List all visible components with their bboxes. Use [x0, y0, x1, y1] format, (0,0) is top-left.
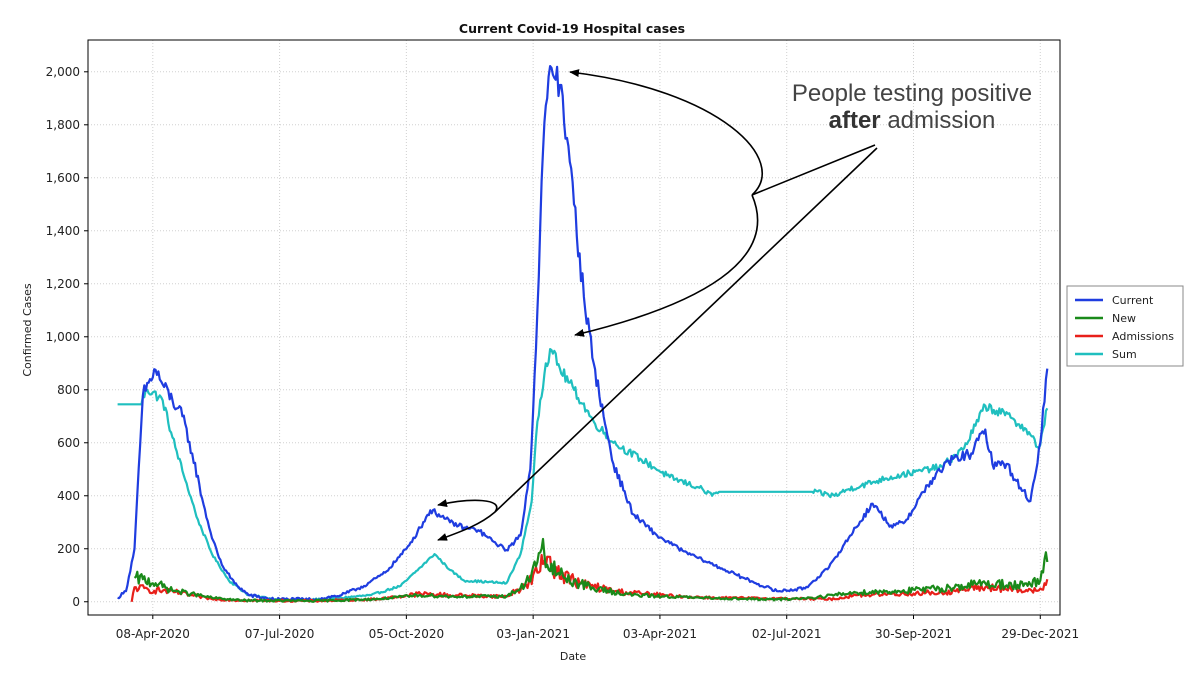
series-lines [117, 65, 1049, 603]
arrow-to-current-peak [569, 69, 763, 196]
y-tick-label: 0 [72, 595, 80, 609]
arrow-from-label-lower [494, 147, 878, 513]
annotation-line-1: People testing positive [792, 80, 1032, 107]
legend-label-current: Current [1112, 294, 1154, 307]
arrow-to-sum-peak [574, 194, 759, 337]
y-tick-label: 800 [57, 383, 80, 397]
x-tick-label: 02-Jul-2021 [752, 627, 822, 641]
series-line-current [117, 65, 1049, 602]
y-tick-label: 600 [57, 436, 80, 450]
annotation: People testing positive after admission [437, 69, 1032, 541]
y-axis-title: Confirmed Cases [21, 283, 34, 377]
series-line-admissions [130, 553, 1049, 603]
annotation-line-2: after admission [829, 107, 996, 134]
x-tick-label: 03-Jan-2021 [496, 627, 570, 641]
y-tick-label: 1,800 [46, 118, 80, 132]
y-tick-label: 1,200 [46, 277, 80, 291]
y-tick-label: 2,000 [46, 65, 80, 79]
plot-frame [87, 39, 1061, 616]
legend-label-new: New [1112, 312, 1136, 325]
x-tick-label: 29-Dec-2021 [1001, 627, 1079, 641]
annotation-rest: admission [881, 107, 996, 134]
arrow-from-label-upper [751, 144, 876, 196]
x-axis: 08-Apr-2020 07-Jul-2020 05-Oct-2020 03-Jan-… [116, 615, 1079, 641]
legend: Current New Admissions Sum [1066, 285, 1184, 367]
y-tick-label: 400 [57, 489, 80, 503]
y-tick-label: 1,000 [46, 330, 80, 344]
y-tick-label: 1,600 [46, 171, 80, 185]
y-tick-label: 1,400 [46, 224, 80, 238]
arrow-to-sum-oct [437, 511, 496, 541]
annotation-emphasis: after [829, 107, 881, 134]
legend-label-admissions: Admissions [1112, 330, 1174, 343]
x-axis-title: Date [560, 650, 587, 663]
chart-title: Current Covid-19 Hospital cases [459, 21, 685, 36]
x-tick-label: 30-Sep-2021 [875, 627, 952, 641]
x-tick-label: 07-Jul-2020 [245, 627, 315, 641]
series-line-sum [117, 348, 1049, 603]
x-tick-label: 03-Apr-2021 [623, 627, 697, 641]
arrow-to-current-oct [437, 499, 498, 513]
legend-label-sum: Sum [1112, 348, 1137, 361]
x-tick-label: 08-Apr-2020 [116, 627, 190, 641]
x-tick-label: 05-Oct-2020 [369, 627, 445, 641]
y-axis: 0 200 400 600 800 1,000 1,200 1,400 1,600 1,800 2,… [46, 65, 88, 609]
series-line-new [133, 537, 1049, 603]
y-tick-label: 200 [57, 542, 80, 556]
